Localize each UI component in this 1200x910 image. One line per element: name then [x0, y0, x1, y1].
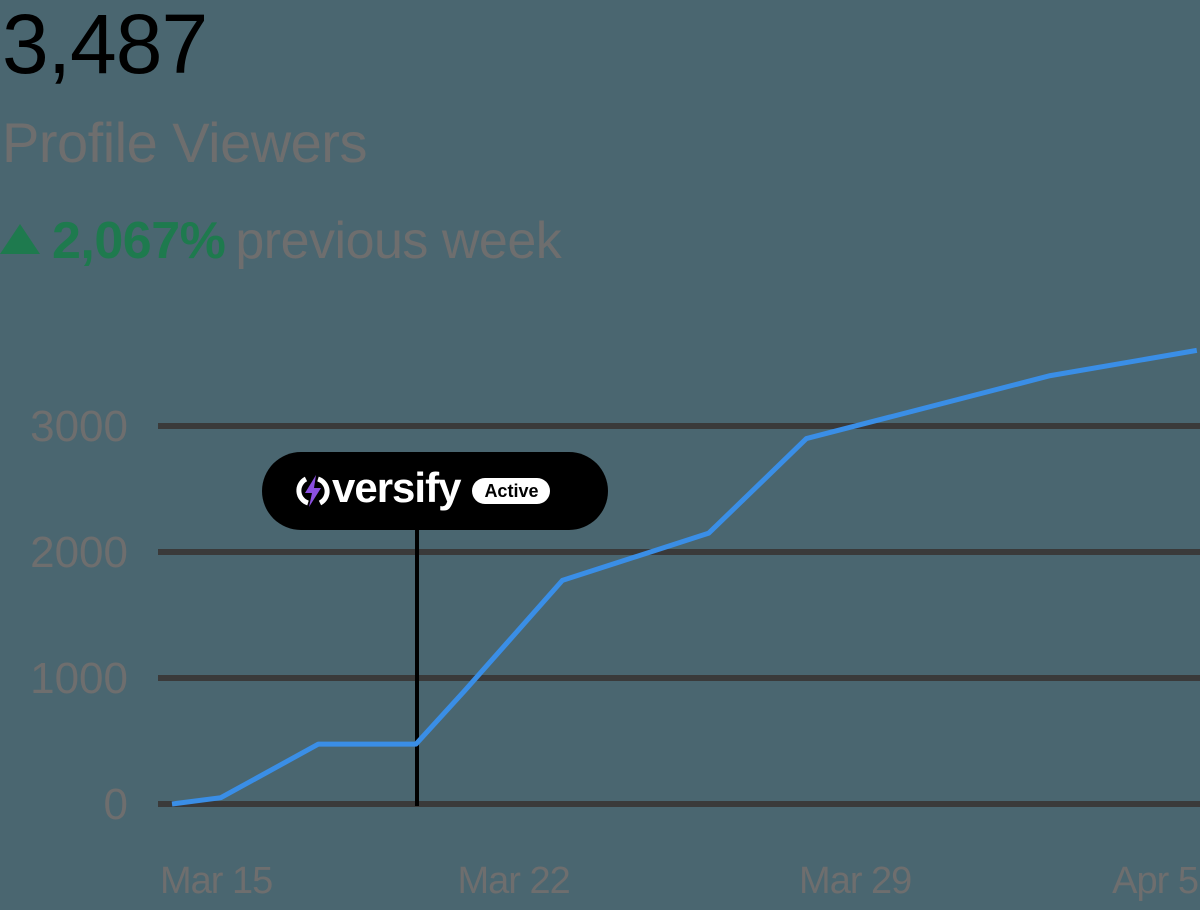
total-viewers-value: 3,487	[2, 0, 208, 91]
x-tick-label: Mar 29	[799, 860, 911, 902]
x-tick-label: Mar 22	[457, 860, 569, 902]
oversify-annotation-badge: versify Active	[262, 452, 608, 530]
gridline	[158, 801, 1200, 807]
triangle-up-icon	[0, 224, 40, 254]
change-percent: 2,067%	[52, 212, 226, 270]
lightning-bolt-circle-icon	[296, 475, 330, 507]
gridline	[158, 675, 1200, 681]
series-line	[171, 347, 1198, 807]
brand-name: versify	[332, 464, 461, 511]
y-tick-label: 3000	[30, 402, 128, 451]
y-axis-ticks: 0 1000 2000 3000	[30, 402, 128, 829]
metric-label: Profile Viewers	[2, 111, 367, 174]
status-badge: Active	[472, 478, 551, 504]
change-indicator: 2,067% previous week	[0, 206, 562, 276]
gridlines	[158, 423, 1200, 807]
y-tick-label: 2000	[30, 528, 128, 577]
x-tick-label: Apr 5	[1112, 860, 1198, 902]
x-tick-label: Mar 15	[160, 860, 272, 902]
y-tick-label: 0	[104, 780, 128, 829]
gridline	[158, 549, 1200, 555]
y-tick-label: 1000	[30, 654, 128, 703]
gridline	[158, 423, 1200, 429]
x-axis-ticks: Mar 15 Mar 22 Mar 29 Apr 5	[160, 860, 1199, 902]
change-suffix: previous week	[235, 212, 562, 270]
